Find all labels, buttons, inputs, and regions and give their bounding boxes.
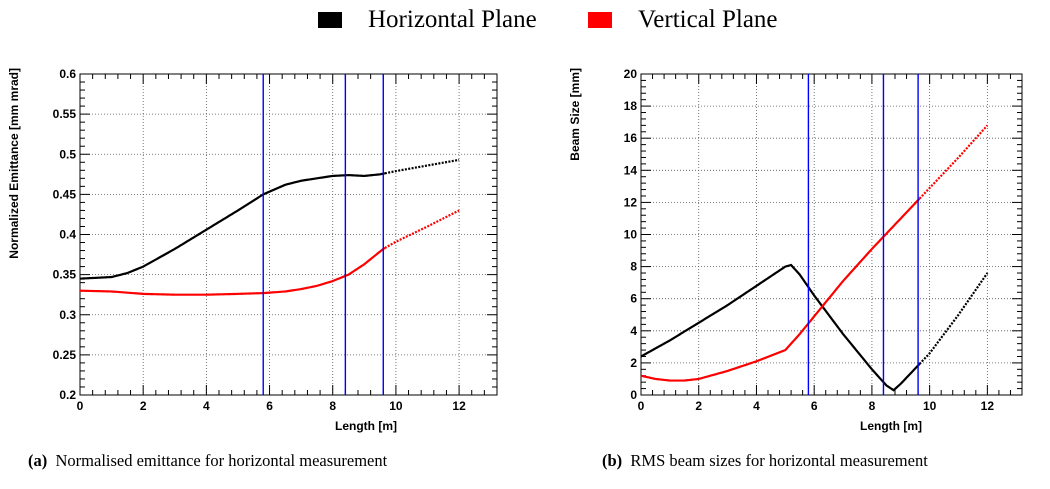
legend-label-horizontal: Horizontal Plane: [368, 6, 537, 33]
x-axis-title: Length [m]: [335, 419, 397, 433]
caption-b-tag: (b): [602, 451, 623, 470]
x-tick-label: 8: [329, 399, 336, 413]
y-tick-label: 10: [624, 228, 638, 242]
x-tick-label: 10: [923, 399, 937, 413]
y-tick-label: 0.2: [59, 388, 76, 402]
x-tick-label: 8: [869, 399, 876, 413]
y-tick-label: 16: [624, 131, 638, 145]
plot-area: 0 2 4 6 8 10 12 0 2 4 6 8 10 12 14 16 18 20 Length [m] Beam…: [568, 67, 1023, 433]
series-line-horizontal: [640, 263, 921, 392]
series-line-dotted-vertical: [384, 209, 460, 249]
x-tick-label: 10: [389, 399, 403, 413]
caption-b: (b) RMS beam sizes for horizontal measur…: [602, 451, 928, 471]
caption-a: (a) Normalised emittance for horizontal …: [28, 451, 387, 471]
y-tick-label: 0: [630, 388, 637, 402]
caption-b-text: RMS beam sizes for horizontal measuremen…: [630, 451, 928, 470]
x-tick-label: 4: [753, 399, 760, 413]
legend-swatch-vertical: [588, 12, 612, 28]
y-tick-label: 0.25: [53, 348, 77, 362]
x-axis-title: Length [m]: [860, 419, 922, 433]
x-tick-label: 0: [77, 399, 84, 413]
x-tick-label: 4: [203, 399, 210, 413]
beam-size-chart: 0 2 4 6 8 10 12 0 2 4 6 8 10 12 14 16 18 20 Length [m] Beam…: [568, 67, 1023, 433]
x-tick-label: 0: [638, 399, 645, 413]
legend-item-vertical: Vertical Plane: [588, 6, 778, 34]
series-line-vertical: [79, 247, 386, 296]
y-tick-label: 0.45: [53, 187, 77, 201]
y-tick-label: 0.4: [59, 228, 76, 242]
series-line-vertical: [640, 197, 921, 382]
x-tick-label: 6: [266, 399, 273, 413]
y-tick-label: 14: [624, 163, 638, 177]
y-tick-label: 0.5: [59, 147, 76, 161]
x-tick-label: 2: [140, 399, 147, 413]
legend-swatch-horizontal: [318, 12, 342, 28]
caption-a-text: Normalised emittance for horizontal meas…: [55, 451, 388, 470]
plot-area: 0 2 4 6 8 10 12 0.2 0.25 0.3 0.35 0.4 0.45 0.5 0.55 0.6…: [7, 67, 498, 433]
x-tick-label: 2: [695, 399, 702, 413]
y-axis-title: Beam Size [mm]: [568, 68, 582, 161]
y-tick-label: 0.3: [59, 308, 76, 322]
x-tick-label: 12: [981, 399, 995, 413]
y-tick-label: 4: [630, 324, 637, 338]
y-axis-title: Normalized Emittance [mm mrad]: [7, 68, 21, 259]
y-tick-label: 0.35: [53, 268, 77, 282]
y-tick-label: 12: [624, 195, 638, 209]
x-tick-label: 12: [452, 399, 466, 413]
y-tick-label: 18: [624, 99, 638, 113]
y-tick-label: 8: [630, 260, 637, 274]
series-line-dotted-horizontal: [384, 158, 460, 175]
x-tick-label: 6: [811, 399, 818, 413]
series-line-horizontal: [79, 172, 386, 280]
series-line-dotted-vertical: [918, 124, 989, 200]
legend-item-horizontal: Horizontal Plane: [318, 6, 537, 34]
legend-label-vertical: Vertical Plane: [638, 6, 778, 33]
series-line-dotted-horizontal: [918, 272, 989, 365]
legend: Horizontal Plane Vertical Plane: [0, 0, 1050, 40]
emittance-chart: 0 2 4 6 8 10 12 0.2 0.25 0.3 0.35 0.4 0.45 0.5 0.55 0.6…: [7, 67, 498, 433]
y-tick-label: 20: [624, 67, 638, 81]
y-tick-label: 6: [630, 292, 637, 306]
y-tick-label: 0.6: [59, 67, 76, 81]
caption-a-tag: (a): [28, 451, 48, 470]
y-tick-label: 0.55: [53, 107, 77, 121]
y-tick-label: 2: [630, 356, 637, 370]
